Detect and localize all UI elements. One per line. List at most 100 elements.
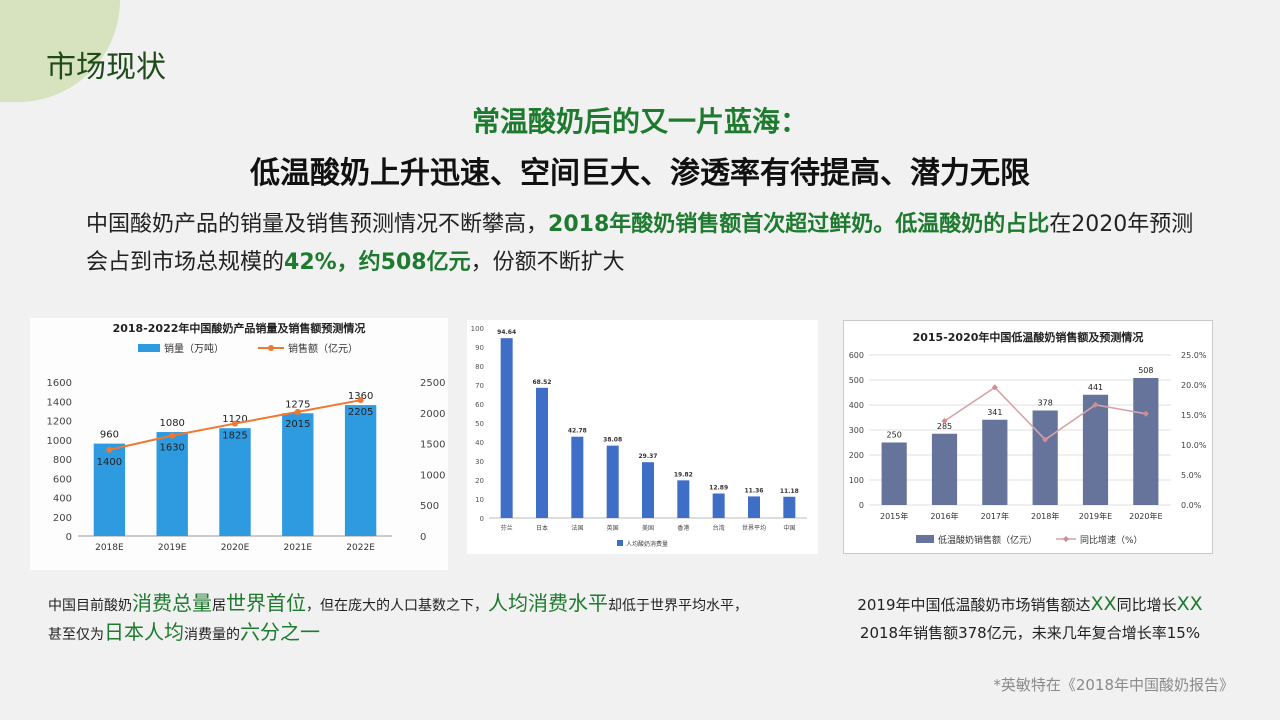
note-right-text: 同比增长 — [1116, 596, 1177, 614]
y-tick-label-left: 100 — [849, 476, 864, 485]
intro-highlight-1: 2018年酸奶销售额首次超过鲜奶。低温酸奶的占比 — [548, 212, 1050, 237]
y-tick-label-left: 1400 — [47, 397, 72, 408]
chart-per-capita: 0 10 20 30 40 50 60 70 80 90 100 94.64 芬兰 68.52 日本 42.7… — [467, 320, 818, 554]
legend-label: 人均酸奶消费量 — [626, 540, 668, 548]
legend-swatch — [617, 540, 623, 546]
bar-data-label: 19.82 — [674, 471, 693, 478]
bar-data-label: 42.78 — [568, 428, 587, 435]
note-left-highlight: 日本人均 — [104, 620, 184, 644]
bar-data-label: 508 — [1138, 366, 1153, 375]
y-tick-label-left: 300 — [849, 426, 864, 435]
legend-swatch-bar — [138, 344, 160, 352]
bar — [982, 419, 1008, 505]
note-left-highlight: 消费总量 — [132, 591, 212, 615]
x-tick-label: 2018E — [95, 543, 124, 553]
chart-low-temp-svg: 2015-2020年中国低温酸奶销售额及预测情况 0 100 200 300 400 500… — [849, 330, 1207, 546]
y-tick-label-left: 1200 — [47, 417, 72, 428]
bar-data-label: 11.18 — [780, 488, 799, 495]
bar — [219, 428, 251, 536]
bar — [535, 387, 549, 518]
y-tick-label-left: 0 — [66, 532, 72, 543]
chart-per-capita-svg: 0 10 20 30 40 50 60 70 80 90 100 94.64 芬兰 68.52 日本 42.7… — [471, 325, 807, 548]
legend-marker — [1063, 536, 1069, 542]
y-tick-label-right: 1500 — [420, 440, 445, 451]
x-tick-label: 2016年 — [930, 511, 958, 521]
y-tick-label-left: 500 — [849, 376, 864, 385]
bar-data-label: 11.36 — [745, 487, 764, 494]
x-tick-label: 法国 — [571, 524, 583, 532]
x-tick-label: 2020年E — [1129, 511, 1162, 521]
note-left: 中国目前酸奶消费总量居世界首位，但在庞大的人口基数之下，人均消费水平却低于世界平… — [48, 590, 838, 648]
x-tick-label: 2018年 — [1031, 511, 1059, 521]
bar-data-label: 68.52 — [533, 379, 552, 386]
bar — [712, 493, 725, 518]
intro-text-2: 在2020年预测会占到市场总规模的 — [86, 212, 1194, 275]
x-tick-label: 香港 — [677, 524, 689, 532]
bar — [747, 496, 761, 518]
x-tick-label: 英国 — [607, 524, 619, 532]
bar — [641, 462, 655, 518]
bar — [1133, 378, 1159, 505]
y-tick-label-right: 20.0% — [1181, 381, 1207, 390]
bar-data-label: 285 — [937, 422, 952, 431]
note-left-text: 中国目前酸奶 — [48, 598, 132, 614]
x-tick-label: 2015年 — [880, 511, 908, 521]
x-tick-label: 2020E — [221, 543, 250, 553]
x-tick-label: 2021E — [284, 543, 313, 553]
note-left-highlight: 人均消费水平 — [488, 591, 608, 615]
y-tick-label-left: 0 — [859, 501, 864, 510]
bar — [606, 445, 619, 518]
y-tick-label-right: 0.0% — [1181, 501, 1202, 510]
x-tick-label: 中国 — [783, 524, 795, 532]
line-point — [294, 408, 301, 415]
bar-data-label: 1120 — [222, 414, 247, 425]
bar — [93, 443, 126, 536]
y-tick-label-right: 5.0% — [1181, 471, 1202, 480]
bar-data-label: 1080 — [159, 418, 184, 429]
bar — [783, 496, 796, 518]
y-tick-label-left: 1600 — [47, 378, 72, 389]
headline-line1: 常温酸奶后的又一片蓝海： — [471, 105, 808, 138]
bar-data-label: 1275 — [285, 399, 310, 410]
line-point — [106, 446, 113, 453]
section-title: 市场现状 — [46, 50, 166, 85]
y-tick-label-left: 600 — [849, 351, 864, 360]
legend-label: 销售额（亿元） — [288, 342, 358, 355]
note-left-text: 却低于世界平均水平， — [608, 598, 748, 614]
bar — [156, 432, 188, 536]
intro-paragraph: 中国酸奶产品的销量及销售预测情况不断攀高，2018年酸奶销售额首次超过鲜奶。低温… — [86, 206, 1206, 282]
y-tick-label-left: 400 — [53, 494, 72, 505]
line-data-label: 1400 — [97, 457, 122, 468]
x-tick-label: 2019年E — [1079, 511, 1112, 521]
y-tick-label-left: 600 — [53, 474, 72, 485]
legend-label: 低温酸奶销售额（亿元） — [938, 534, 1037, 546]
note-left-text: 消费量的 — [184, 627, 240, 643]
note-right-placeholder: XX — [1090, 593, 1117, 615]
y-tick-label-left: 200 — [849, 451, 864, 460]
headline-line2: 低温酸奶上升迅速、空间巨大、渗透率有待提高、潜力无限 — [250, 156, 1030, 191]
y-tick-label-left: 400 — [849, 401, 864, 410]
bar — [1082, 394, 1109, 505]
y-tick-label-right: 500 — [420, 501, 439, 512]
x-tick-label: 芬兰 — [501, 524, 513, 532]
y-tick-label: 0 — [480, 515, 484, 523]
note-right-placeholder: XX — [1176, 593, 1203, 615]
y-tick-label-right: 1000 — [420, 470, 445, 481]
source-citation: *英敏特在《2018年中国酸奶报告》 — [993, 676, 1234, 694]
bar — [677, 480, 690, 518]
y-tick-label: 40 — [475, 439, 484, 447]
bar-data-label: 29.37 — [639, 453, 658, 460]
y-tick-label: 70 — [475, 382, 484, 390]
note-right-text: 2019年中国低温酸奶市场销售额达 — [857, 596, 1091, 614]
bar — [282, 413, 314, 536]
bar — [500, 338, 513, 518]
bar-data-label: 441 — [1088, 383, 1103, 392]
bar-data-label: 12.89 — [709, 485, 728, 492]
line-point — [357, 397, 364, 404]
intro-text-3: ，份额不断扩大 — [470, 250, 625, 275]
y-tick-label-right: 2500 — [420, 378, 445, 389]
bar — [881, 442, 907, 505]
intro-text-1: 中国酸奶产品的销量及销售预测情况不断攀高， — [86, 212, 549, 237]
y-tick-label: 100 — [471, 325, 484, 333]
